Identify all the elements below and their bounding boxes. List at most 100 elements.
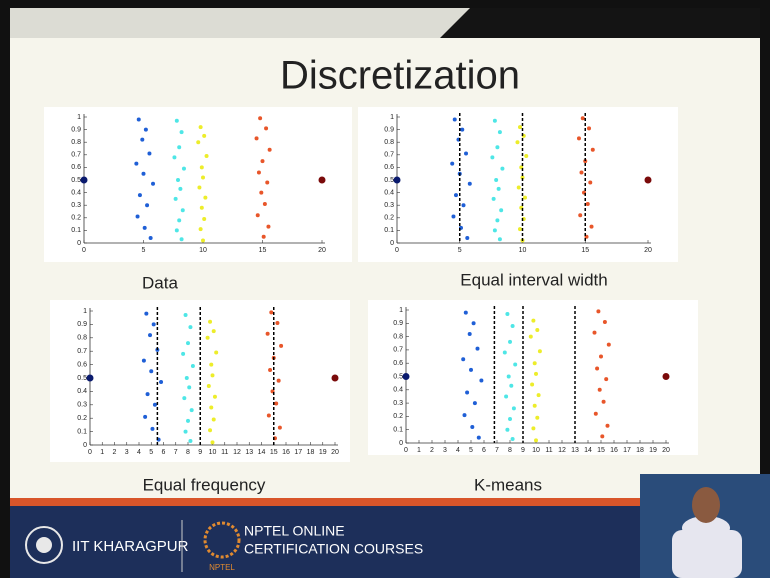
point [268, 368, 272, 372]
point [264, 126, 268, 130]
x-tick-label: 10 [519, 247, 527, 254]
point [212, 329, 216, 333]
x-tick-label: 16 [610, 447, 618, 454]
point [140, 138, 144, 142]
point [523, 196, 527, 200]
point [137, 118, 141, 122]
point [211, 373, 215, 377]
y-tick-label: 0.2 [393, 413, 403, 420]
point [277, 379, 281, 383]
point [600, 434, 604, 438]
point [604, 377, 608, 381]
point [200, 165, 204, 169]
point [508, 417, 512, 421]
chart-caption: Data [142, 273, 178, 292]
point [505, 312, 509, 316]
point [208, 428, 212, 432]
x-tick-label: 9 [521, 447, 525, 454]
x-tick-label: 7 [495, 447, 499, 454]
point [507, 375, 511, 379]
point [515, 140, 519, 144]
point [465, 236, 469, 240]
x-tick-label: 2 [430, 447, 434, 454]
point [493, 228, 497, 232]
point [512, 406, 516, 410]
point [602, 400, 606, 404]
point [518, 125, 522, 129]
x-tick-label: 4 [456, 447, 460, 454]
x-tick-label: 19 [649, 447, 657, 454]
point [152, 322, 156, 326]
y-tick-label: 0.8 [71, 139, 81, 146]
point [460, 128, 464, 132]
point [159, 380, 163, 384]
x-tick-label: 7 [174, 449, 178, 456]
y-tick-label: 0.7 [393, 347, 403, 354]
y-tick-label: 0.3 [71, 202, 81, 209]
x-tick-label: 9 [198, 449, 202, 456]
point [203, 196, 207, 200]
point [199, 227, 203, 231]
point [504, 394, 508, 398]
point [214, 351, 218, 355]
point [261, 159, 265, 163]
y-tick-label: 0.6 [393, 360, 403, 367]
x-tick-label: 19 [319, 449, 327, 456]
x-tick-label: 14 [584, 447, 592, 454]
point [209, 363, 213, 367]
point [199, 125, 203, 129]
point [596, 309, 600, 313]
point [188, 325, 192, 329]
x-tick-label: 8 [508, 447, 512, 454]
point [269, 310, 273, 314]
point [266, 332, 270, 336]
iit-logo-core [36, 537, 52, 553]
x-tick-label: 6 [482, 447, 486, 454]
x-tick-label: 10 [209, 449, 217, 456]
x-tick-label: 14 [258, 449, 266, 456]
point [603, 320, 607, 324]
point [185, 376, 189, 380]
y-tick-label: 0.5 [393, 373, 403, 380]
point [590, 225, 594, 229]
point [149, 236, 153, 240]
point [149, 369, 153, 373]
x-tick-label: 6 [162, 449, 166, 456]
point [524, 154, 528, 158]
x-tick-label: 20 [662, 447, 670, 454]
point [182, 396, 186, 400]
y-tick-label: 0.6 [71, 164, 81, 171]
point [147, 152, 151, 156]
point [136, 215, 140, 219]
point [468, 182, 472, 186]
point [87, 375, 94, 382]
point [267, 414, 271, 418]
point [591, 148, 595, 152]
y-tick-label: 1 [83, 308, 87, 315]
point [202, 217, 206, 221]
point [493, 119, 497, 123]
point [275, 321, 279, 325]
x-tick-label: 5 [458, 247, 462, 254]
x-tick-label: 18 [636, 447, 644, 454]
point [587, 126, 591, 130]
point [144, 312, 148, 316]
point [464, 152, 468, 156]
point [153, 403, 157, 407]
point [529, 335, 533, 339]
point [144, 128, 148, 132]
point [259, 191, 263, 195]
y-tick-label: 0.6 [384, 164, 394, 171]
point [454, 193, 458, 197]
point [268, 148, 272, 152]
point [581, 116, 585, 120]
point [492, 197, 496, 201]
point [187, 385, 191, 389]
y-tick-label: 0.8 [393, 333, 403, 340]
x-tick-label: 8 [186, 449, 190, 456]
point [394, 177, 401, 184]
x-tick-label: 12 [233, 449, 241, 456]
y-tick-label: 0.3 [393, 400, 403, 407]
point [186, 419, 190, 423]
